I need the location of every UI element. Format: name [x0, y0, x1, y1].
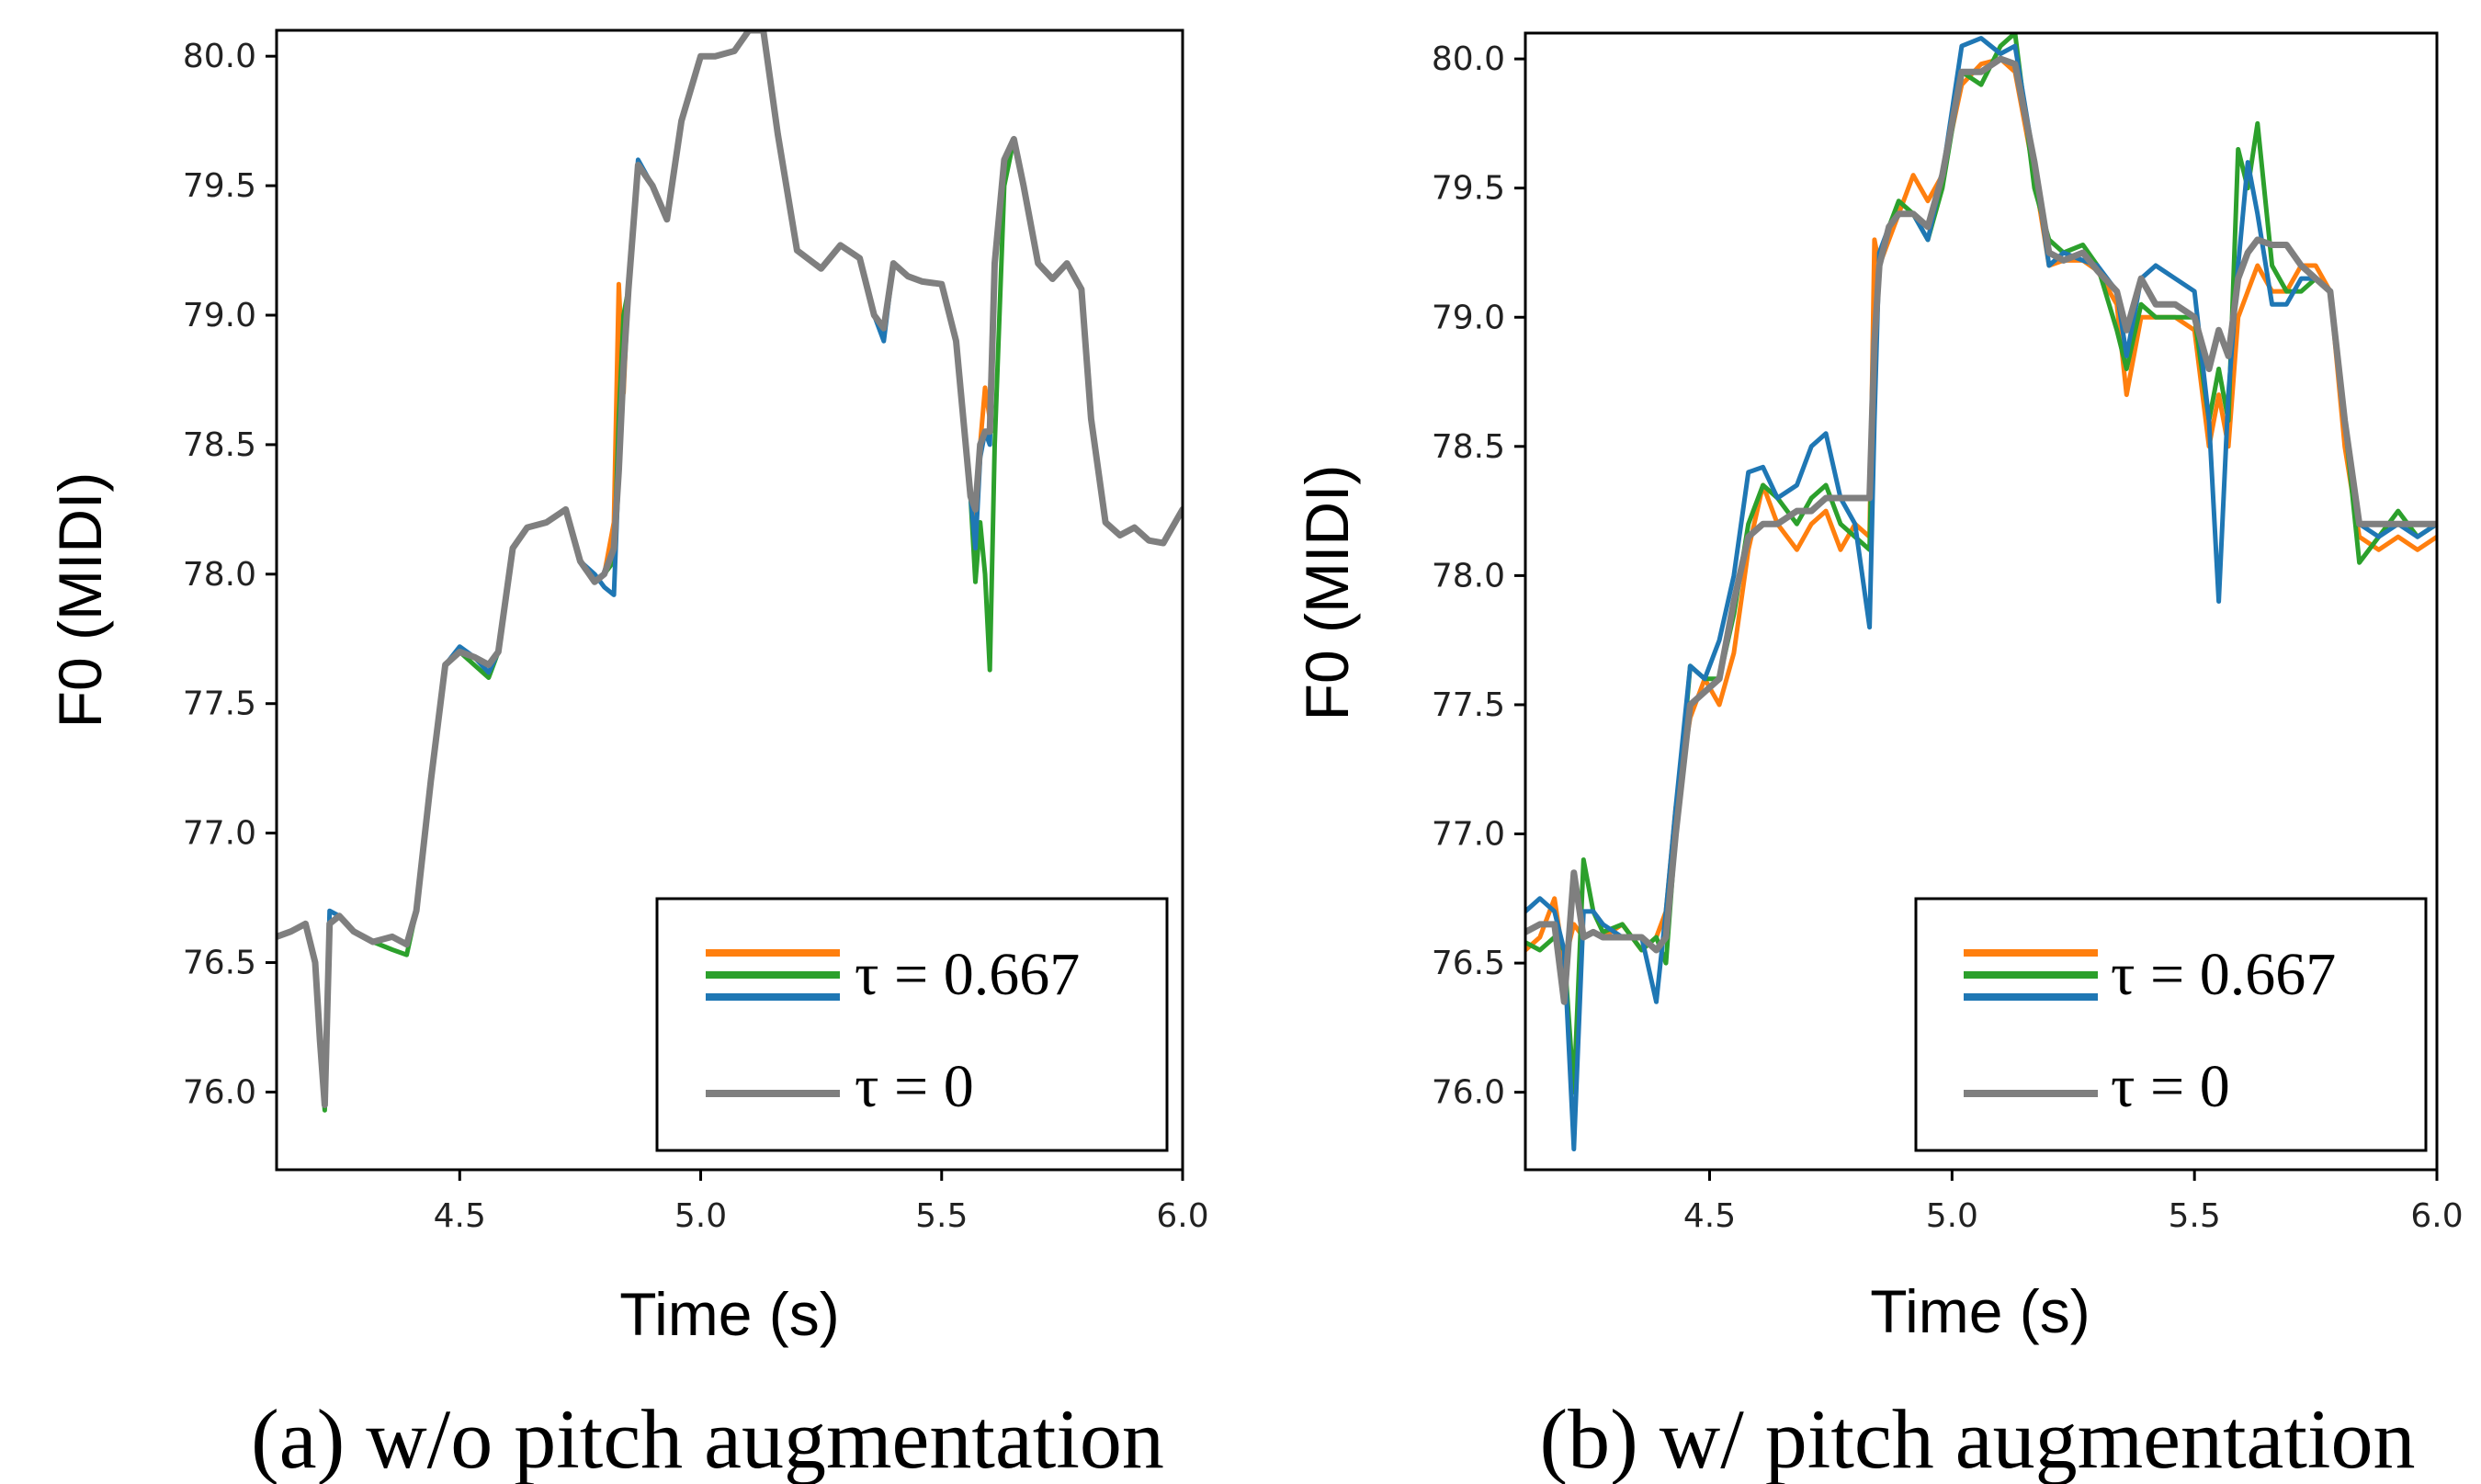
- legend-label-zero: τ = 0: [855, 1053, 974, 1120]
- y-axis-label: F0 (MIDI): [46, 472, 114, 729]
- x-axis-label: Time (s): [1870, 1277, 2090, 1345]
- legend-label-sample: τ = 0.667: [855, 941, 1080, 1008]
- x-tick-label: 5.5: [2169, 1197, 2221, 1235]
- legend: τ = 0.667 τ = 0: [1914, 897, 2428, 1152]
- y-tick-label: 78.0: [1432, 557, 1505, 595]
- x-tick-label: 5.0: [1926, 1197, 1978, 1235]
- plot-frame: [1524, 31, 2439, 1172]
- y-tick-label: 77.0: [1432, 816, 1505, 854]
- y-tick-label: 77.5: [1432, 686, 1505, 724]
- legend-box: [1914, 897, 2428, 1152]
- x-tick-label: 6.0: [2410, 1197, 2463, 1235]
- x-axis-label: Time (s): [619, 1280, 840, 1348]
- x-tick-label: 4.5: [1683, 1197, 1736, 1235]
- legend: τ = 0.667 τ = 0: [655, 897, 1169, 1152]
- series-line-orange: [1525, 56, 2437, 966]
- y-tick-label: 79.5: [183, 167, 256, 205]
- series-line-tau-0: [1525, 55, 2437, 1005]
- y-tick-label: 76.5: [1432, 945, 1505, 982]
- caption-b: (b) w/ pitch augmentation: [1540, 1392, 2416, 1484]
- legend-label-sample: τ = 0.667: [2111, 941, 2336, 1008]
- y-tick-label: 78.5: [183, 426, 256, 464]
- y-tick-label: 76.0: [1432, 1074, 1505, 1112]
- y-tick-label: 78.5: [1432, 428, 1505, 466]
- y-tick-label: 76.0: [183, 1073, 256, 1111]
- y-tick-label: 79.0: [1432, 299, 1505, 336]
- x-tick-label: 4.5: [434, 1197, 486, 1235]
- caption-a: (a) w/o pitch augmentation: [251, 1392, 1164, 1484]
- y-tick-label: 79.0: [183, 297, 256, 334]
- x-tick-label: 5.0: [674, 1197, 727, 1235]
- x-tick-label: 6.0: [1156, 1197, 1208, 1235]
- y-tick-label: 80.0: [1432, 40, 1505, 78]
- legend-label-zero: τ = 0: [2111, 1053, 2230, 1120]
- y-tick-label: 80.0: [183, 38, 256, 75]
- series-line-tau-0: [277, 30, 1183, 1108]
- y-tick-label: 78.0: [183, 556, 256, 594]
- legend-box: [655, 897, 1169, 1152]
- x-tick-label: 5.5: [915, 1197, 968, 1235]
- y-tick-label: 77.5: [183, 685, 256, 723]
- y-axis-label: F0 (MIDI): [1293, 465, 1361, 721]
- y-tick-label: 76.5: [183, 945, 256, 982]
- y-tick-label: 79.5: [1432, 170, 1505, 208]
- panel-b: 76.0 76.5 77.0 77.5 78.0 78.5 79.0 79.5 80.0 4.5…: [1293, 31, 2464, 1484]
- panel-a: 76.0 76.5 77.0 77.5 78.0 78.5 79.0 79.5 80.0 4.5…: [46, 28, 1209, 1484]
- y-tick-label: 77.0: [183, 815, 256, 853]
- plot-frame: [275, 28, 1184, 1172]
